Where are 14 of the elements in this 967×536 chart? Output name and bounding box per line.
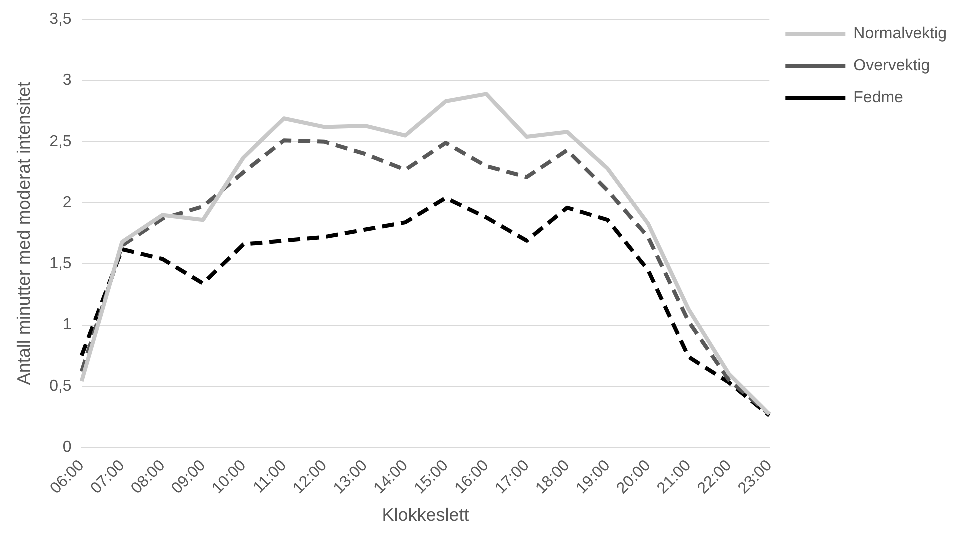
y-tick-label: 2,5 — [50, 133, 72, 150]
line-series — [80, 196, 772, 418]
y-tick-label: 3 — [62, 72, 72, 90]
y-tick-label: 1 — [62, 316, 72, 334]
legend-label: Normalvektig — [854, 25, 947, 42]
legend-label: Fedme — [854, 89, 904, 106]
y-axis-title: Antall minutter med moderat intensitet — [14, 82, 34, 386]
y-tick-label: 1,5 — [50, 256, 72, 273]
legend-label: Overvektig — [854, 57, 930, 74]
y-tick-label: 0 — [62, 438, 72, 456]
y-tick-label: 3,5 — [50, 11, 72, 28]
y-tick-label: 0,5 — [50, 378, 72, 395]
x-axis-title: Klokkeslett — [382, 505, 470, 526]
y-tick-label: 2 — [62, 194, 72, 212]
